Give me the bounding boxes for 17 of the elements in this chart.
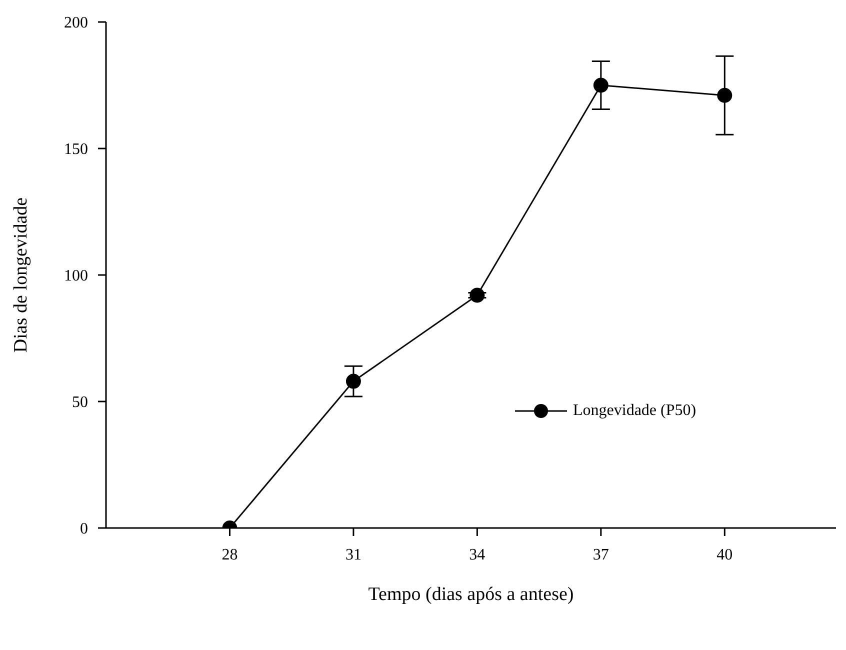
y-axis-title: Dias de longevidade — [10, 197, 32, 353]
y-tick-label: 150 — [64, 141, 88, 158]
point — [470, 288, 485, 303]
point — [346, 374, 361, 389]
point — [717, 88, 732, 103]
x-tick-label: 40 — [716, 546, 733, 564]
x-tick-label: 31 — [345, 546, 362, 564]
y-tick-label: 200 — [64, 14, 88, 32]
legend-label: Longevidade (P50) — [573, 402, 696, 420]
x-axis-title: Tempo (dias após a antese) — [368, 584, 574, 605]
x-tick-label: 28 — [222, 546, 238, 564]
x-tick-label: 34 — [469, 546, 486, 564]
y-tick-label: 50 — [72, 394, 88, 412]
point — [593, 78, 608, 93]
x-tick-label: 37 — [592, 546, 609, 564]
y-tick-label: 0 — [80, 520, 88, 538]
y-tick-label: 100 — [64, 268, 88, 285]
